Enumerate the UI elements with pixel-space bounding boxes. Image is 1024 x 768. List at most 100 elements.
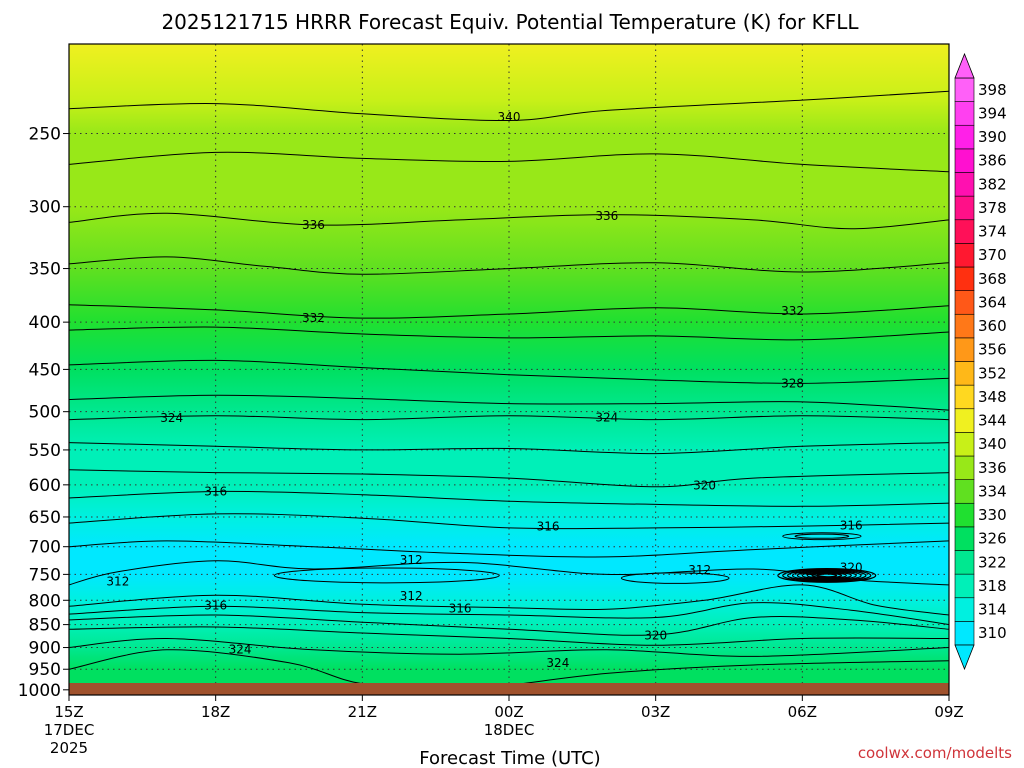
colorbar-label-394: 394 [978,104,1007,122]
y-tick-label-700: 700 [29,538,61,558]
contour-338-1 [69,151,949,173]
colorbar-swatch-322 [954,550,975,575]
y-tick-label-850: 850 [29,616,61,636]
contour-320-10 [69,469,949,488]
dense-contour-cluster [777,532,877,583]
contour-328-6 [69,359,949,384]
contour-label-10: 316 [537,520,560,534]
x-axis-label: Forecast Time (UTC) [419,748,600,768]
colorbar-label-310: 310 [978,624,1007,642]
x-tick-label-00Z: 00Z [494,703,523,721]
colorbar-swatch-334 [954,479,975,504]
contour-label-11: 316 [840,519,863,533]
contour-324-19 [69,637,949,657]
colorbar-label-348: 348 [978,388,1007,406]
contour-322-18 [69,626,949,646]
colorbar-swatch-326 [954,526,975,551]
contour-lines [69,90,949,691]
colorbar-swatch-398 [954,77,975,102]
x-tick-label-03Z: 03Z [641,703,670,721]
colorbar-swatch-356 [954,337,975,362]
y-tick-label-550: 550 [29,441,61,461]
contour-336-2 [69,212,949,230]
y-tick-label-450: 450 [29,360,61,380]
contour-314-13 [69,540,949,558]
colorbar-label-340: 340 [978,435,1007,453]
colorbar-swatch-364 [954,290,975,315]
colorbar-label-356: 356 [978,341,1007,359]
contour-label-19: 320 [644,628,667,642]
colorbar-bottom-arrow [954,644,975,671]
contour-320-17 [69,614,949,636]
contour-label-6: 324 [160,411,183,425]
contour-label-20: 324 [229,642,252,656]
contour-316-12 [69,513,949,530]
x-tick-label-21Z: 21Z [348,703,377,721]
colorbar-label-368: 368 [978,270,1007,288]
colorbar-top-arrow [954,52,975,79]
colorbar-label-360: 360 [978,317,1007,335]
colorbar-swatch-394 [954,101,975,126]
colorbar-swatch-314 [954,597,975,622]
cold-pocket-0 [273,567,500,584]
contour-326-7 [69,394,949,411]
credit-text: coolwx.com/modelts [858,744,1012,762]
colorbar-label-364: 364 [978,293,1007,311]
colorbar-label-352: 352 [978,364,1007,382]
colorbar-label-318: 318 [978,577,1007,595]
y-tick-label-950: 950 [29,660,61,680]
contour-label-15: 312 [688,563,711,577]
contour-label-16: 312 [106,574,129,588]
y-tick-label-250: 250 [29,125,61,145]
contour-label-7: 324 [595,410,618,424]
cluster-ring-7 [811,572,843,579]
x-tick-sublabel-15Z-1: 2025 [50,739,88,757]
cluster-ring-5 [801,571,852,580]
colorbar-swatch-310 [954,621,975,646]
y-tick-label-650: 650 [29,508,61,528]
x-tick-sublabel-15Z-0: 17DEC [44,721,95,739]
colorbar-label-314: 314 [978,601,1007,619]
contour-label-12: 316 [204,598,227,612]
y-tick-label-600: 600 [29,476,61,496]
colorbar-swatch-378 [954,195,975,221]
y-tick-label-1000: 1000 [18,681,61,701]
contour-label-21: 324 [546,656,569,670]
contour-322-9 [69,442,949,455]
colorbar-label-334: 334 [978,482,1007,500]
colorbar-label-370: 370 [978,246,1007,264]
contour-332-4 [69,304,949,319]
colorbar-swatch-374 [954,219,975,244]
colorbar-swatch-348 [954,384,975,410]
colorbar-swatch-390 [954,124,975,150]
contour-label-14: 312 [400,553,423,567]
contour-label-13: 316 [449,602,472,616]
colorbar-swatch-330 [954,502,975,528]
contour-318-16 [69,602,949,626]
cluster-ring-0 [777,567,877,583]
colorbar-swatch-336 [954,455,975,480]
cluster-ring-1 [782,568,872,583]
cluster-ring-2 [787,569,867,582]
colorbar-label-398: 398 [978,81,1007,99]
colorbar-label-374: 374 [978,223,1007,241]
x-tick-sublabel-00Z-0: 18DEC [484,721,535,739]
cold-pockets [273,567,730,584]
colorbar-label-330: 330 [978,506,1007,524]
contour-labels: 340 336 336 332 332 328 324 324 320 316 316 316 316 3… [106,110,862,670]
colorbar-swatch-318 [954,573,975,599]
colorbar-swatch-386 [954,148,975,173]
colorbar-swatch-360 [954,313,975,339]
y-axis: 250 300 350 400 450 500 550 600 650 700 750 800 850 9… [18,125,69,701]
contour-318-11 [69,490,949,507]
x-tick-label-15Z: 15Z [54,703,83,721]
contour-label-17: 312 [400,589,423,603]
contour-label-18: 320 [840,560,863,574]
contour-label-4: 332 [781,304,804,318]
contour-label-1: 336 [302,218,325,232]
colorbar-label-382: 382 [978,175,1007,193]
colorbar-label-386: 386 [978,152,1007,170]
cluster-ring-3 [791,570,862,581]
y-tick-label-300: 300 [29,198,61,218]
